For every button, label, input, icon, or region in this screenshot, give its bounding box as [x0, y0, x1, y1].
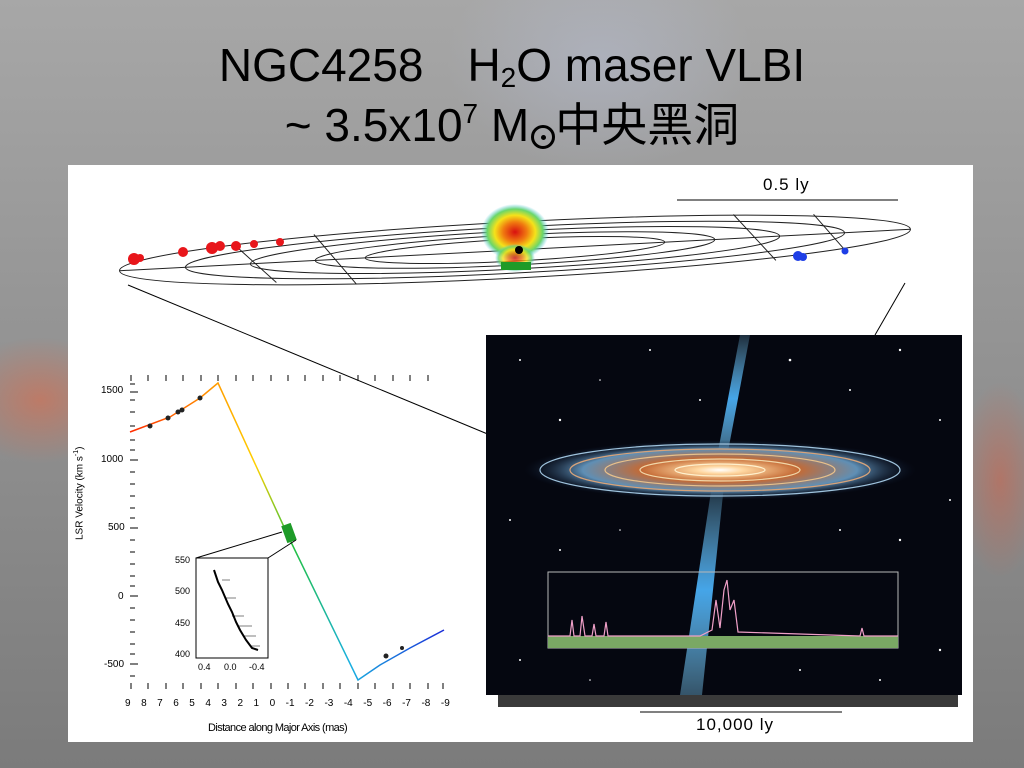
inset-plot: [195, 557, 269, 659]
xtick: -2: [305, 698, 314, 709]
artist-illustration: [486, 335, 962, 713]
xtick: -1: [285, 698, 295, 709]
ytick: 1000: [101, 454, 124, 465]
slide-title-line-2: ~ 3.5x107 M 中央黑洞: [0, 98, 1024, 151]
xtick: 0: [269, 698, 276, 709]
ytick: 500: [108, 522, 125, 533]
plot-ylabel-exponent: -1: [73, 449, 80, 457]
ytick: 1500: [101, 385, 124, 396]
title-mass-prefix: ~ 3.5x10: [284, 99, 463, 151]
red-maser-spots: [128, 238, 284, 265]
xtick: 8: [141, 698, 147, 709]
xtick: 1: [253, 698, 260, 709]
xtick: 3: [221, 698, 227, 709]
slide-title-line-1: NGC4258 H2O maser VLBI: [0, 39, 1024, 93]
maser-disk-diagram: [119, 199, 911, 436]
artwork-scale-label: 10,000 ly: [696, 715, 774, 734]
title-galaxy: NGC4258: [218, 39, 424, 91]
inset-xtick: -0.4: [249, 662, 265, 672]
xtick: -4: [343, 698, 353, 709]
xtick: -7: [402, 698, 411, 709]
inset-ytick: 400: [175, 649, 191, 659]
inset-ytick: 550: [175, 555, 191, 565]
blue-maser-spots: [793, 247, 849, 261]
xtick: 7: [157, 698, 163, 709]
inset-ytick: 500: [175, 586, 191, 596]
title-m: M: [478, 99, 530, 151]
xtick: -8: [421, 698, 431, 709]
title-cjk: 中央黑洞: [555, 99, 740, 151]
xtick: 2: [237, 698, 243, 709]
ytick: -500: [104, 659, 125, 670]
inset-xtick: 0.0: [224, 662, 237, 672]
xtick: -9: [440, 698, 450, 709]
plot-ylabel: LSR Velocity (km s-1): [73, 380, 86, 541]
disk-scale-label: 0.5 ly: [763, 175, 810, 194]
xtick: -5: [363, 698, 373, 709]
xtick: 4: [205, 698, 211, 709]
xtick: -3: [324, 698, 334, 709]
xtick: -6: [382, 698, 392, 709]
title-maser: O maser VLBI: [516, 39, 806, 91]
inset-ytick: 450: [175, 618, 191, 628]
plot-xticks: 9 8 7 6 5 4 3 2 1 0 -1 -2 -3 -4 -5 -6 -7…: [125, 698, 450, 709]
solar-symbol-icon: [531, 125, 556, 149]
plot-ylabel-text: LSR Velocity (km s: [74, 456, 86, 540]
plot-ylabel-close: ): [74, 446, 86, 450]
velocity-curve: [129, 375, 445, 689]
xtick: 5: [189, 698, 195, 709]
title-superscript: 7: [462, 98, 479, 129]
title-subscript: 2: [500, 62, 517, 93]
title-h: H: [467, 39, 501, 91]
plot-xlabel: Distance along Major Axis (mas): [208, 722, 348, 734]
ytick: 0: [118, 591, 124, 602]
xtick: 9: [125, 698, 131, 709]
xtick: 6: [173, 698, 179, 709]
inset-xtick: 0.4: [198, 662, 211, 672]
